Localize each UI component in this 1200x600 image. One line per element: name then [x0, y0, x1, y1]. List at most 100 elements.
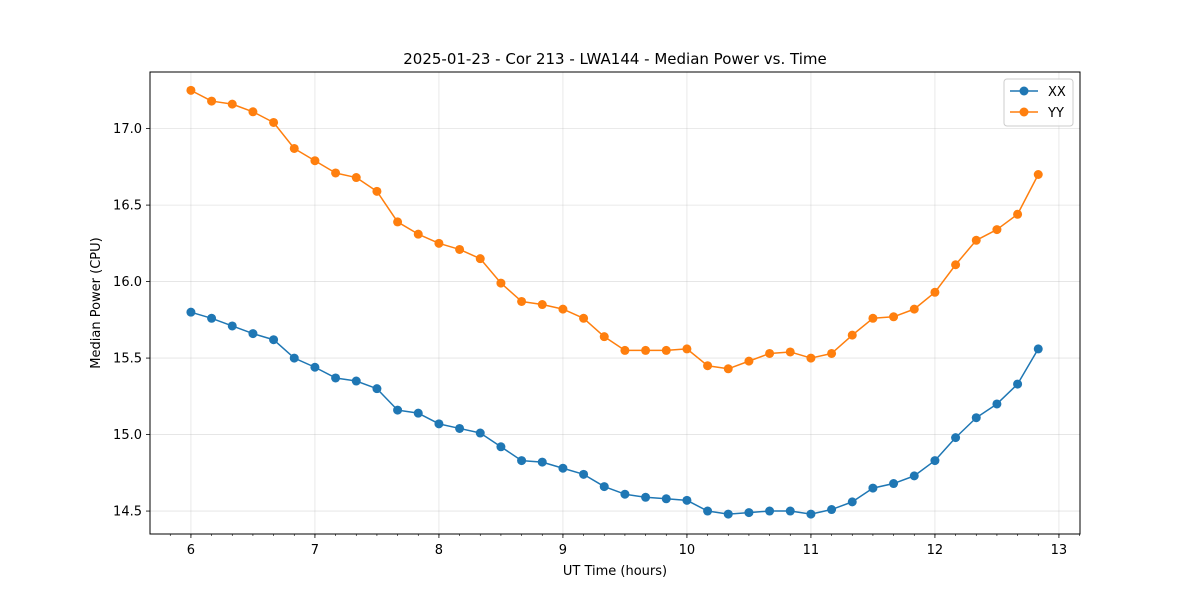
data-point-yy [889, 312, 899, 322]
data-point-yy [413, 229, 423, 239]
data-point-yy [186, 85, 196, 95]
data-point-xx [847, 497, 857, 507]
data-point-xx [661, 494, 671, 504]
data-point-xx [765, 506, 775, 516]
data-point-yy [579, 313, 589, 323]
data-point-yy [351, 173, 361, 183]
grid [150, 72, 1080, 534]
y-tick-label: 16.5 [113, 199, 142, 214]
data-point-xx [372, 384, 382, 394]
data-point-xx [496, 442, 506, 452]
data-point-yy [310, 156, 320, 166]
y-tick-label: 17.0 [113, 122, 142, 137]
data-point-yy [951, 260, 961, 270]
data-point-yy [682, 344, 692, 354]
legend-label-xx: XX [1048, 85, 1066, 100]
data-point-yy [827, 348, 837, 358]
data-point-yy [517, 296, 527, 306]
data-point-yy [227, 99, 237, 109]
data-point-xx [269, 335, 279, 345]
data-point-yy [599, 332, 609, 342]
x-tick-label: 10 [679, 543, 696, 558]
data-point-xx [558, 463, 568, 473]
data-point-yy [269, 117, 279, 127]
data-point-xx [971, 413, 981, 423]
legend-label-yy: YY [1047, 106, 1064, 121]
data-point-xx [827, 505, 837, 515]
y-axis: 14.5 15.0 15.5 16.0 16.5 17.0 [113, 122, 150, 520]
series-layer [186, 85, 1043, 519]
data-point-yy [723, 364, 733, 374]
data-point-yy [806, 353, 816, 363]
data-point-xx [1033, 344, 1043, 354]
data-point-yy [289, 143, 299, 153]
data-point-yy [372, 186, 382, 196]
data-point-xx [806, 509, 816, 519]
data-point-xx [455, 423, 465, 433]
chart-title: 2025-01-23 - Cor 213 - LWA144 - Median P… [403, 50, 827, 68]
data-point-yy [765, 348, 775, 358]
x-tick-label: 7 [311, 543, 319, 558]
plot-frame [149, 71, 1081, 535]
data-point-yy [496, 278, 506, 288]
data-point-xx [393, 405, 403, 415]
x-tick-label: 12 [927, 543, 944, 558]
x-tick-label: 8 [435, 543, 443, 558]
data-point-xx [723, 509, 733, 519]
data-point-xx [785, 506, 795, 516]
data-point-xx [641, 492, 651, 502]
data-point-xx [992, 399, 1002, 409]
data-point-xx [744, 508, 754, 518]
data-point-xx [889, 479, 899, 489]
data-point-xx [537, 457, 547, 467]
data-point-xx [517, 456, 527, 466]
data-point-xx [951, 433, 961, 443]
data-point-xx [434, 419, 444, 429]
data-point-yy [558, 304, 568, 314]
x-tick-label: 9 [559, 543, 567, 558]
data-point-xx [248, 329, 258, 339]
data-point-yy [868, 313, 878, 323]
x-tick-label: 13 [1051, 543, 1068, 558]
data-point-yy [785, 347, 795, 357]
data-point-yy [661, 345, 671, 355]
legend-marker-xx [1019, 86, 1029, 96]
data-point-yy [641, 345, 651, 355]
data-point-xx [186, 307, 196, 317]
data-point-yy [537, 300, 547, 310]
y-tick-label: 15.0 [113, 428, 142, 443]
legend-marker-yy [1019, 107, 1029, 117]
data-point-xx [207, 313, 217, 323]
y-tick-label: 15.5 [113, 352, 142, 367]
data-point-yy [248, 107, 258, 117]
y-tick-label: 16.0 [113, 275, 142, 290]
legend: XX YY [1003, 78, 1074, 127]
x-axis-label: UT Time (hours) [563, 564, 667, 579]
data-point-yy [1033, 170, 1043, 179]
x-axis: 6 7 8 9 10 11 12 13 [169, 534, 1080, 558]
data-point-yy [434, 238, 444, 248]
data-point-xx [909, 471, 919, 481]
y-axis-label: Median Power (CPU) [89, 237, 104, 368]
data-point-yy [909, 304, 919, 314]
data-point-xx [868, 483, 878, 493]
data-point-yy [393, 217, 403, 227]
data-point-yy [847, 330, 857, 340]
data-point-xx [227, 321, 237, 331]
data-point-xx [351, 376, 361, 386]
data-point-xx [599, 482, 609, 492]
data-point-yy [992, 225, 1002, 235]
data-point-xx [331, 373, 341, 383]
data-point-yy [331, 168, 341, 178]
series-line-xx [190, 311, 1039, 515]
data-point-xx [475, 428, 485, 438]
data-point-yy [455, 244, 465, 254]
data-point-xx [413, 408, 423, 418]
data-point-yy [930, 287, 940, 297]
data-point-xx [579, 469, 589, 479]
data-point-yy [971, 235, 981, 245]
data-point-xx [930, 456, 940, 466]
data-point-yy [475, 254, 485, 264]
data-point-yy [620, 345, 630, 355]
